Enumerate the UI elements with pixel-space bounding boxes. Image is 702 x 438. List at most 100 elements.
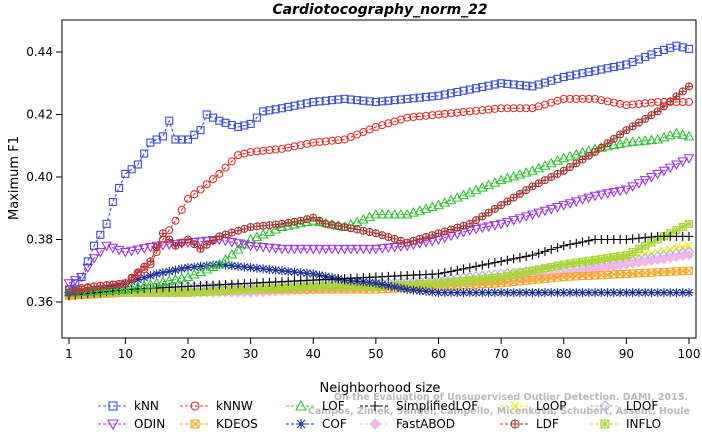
marker-square [315, 97, 324, 106]
marker-star-box-cross [597, 254, 606, 263]
legend-label: ODIN [134, 417, 165, 431]
marker-star-box-cross [591, 255, 599, 264]
marker-star-box-cross [672, 226, 681, 235]
marker-square [396, 95, 405, 104]
marker-circle-plus-cross [228, 229, 236, 237]
marker-circle-plus-cross [685, 82, 693, 90]
marker-square [378, 97, 387, 106]
marker-square [453, 87, 462, 97]
marker-triangle-down [533, 208, 545, 219]
marker-asterisk [534, 288, 544, 298]
marker-asterisk [289, 267, 299, 277]
marker-star-box-cross [265, 284, 274, 293]
marker-star-box-cross [578, 257, 587, 266]
marker-square [484, 81, 493, 90]
marker-circle [647, 98, 656, 107]
marker-square [127, 165, 136, 174]
marker-triangle-up [614, 138, 626, 148]
marker-plus [521, 251, 531, 261]
marker-square [459, 86, 468, 95]
marker-circle [522, 104, 531, 113]
marker-triangle-up [639, 135, 651, 145]
marker-circle [309, 138, 318, 147]
marker-square [277, 104, 286, 113]
marker-triangle-down [188, 237, 200, 248]
marker-circle [265, 146, 274, 155]
marker-square [321, 96, 330, 105]
marker-asterisk [659, 288, 669, 298]
marker-plus [527, 250, 537, 260]
marker-circle-plus-cross [466, 220, 474, 228]
marker-circle-plus-cross [409, 237, 417, 245]
marker-asterisk [484, 288, 494, 298]
marker-triangle-down [276, 244, 288, 255]
marker-asterisk [408, 285, 418, 295]
marker-square [565, 71, 575, 80]
marker-triangle-up [94, 285, 106, 295]
marker-circle-plus-cross [203, 241, 211, 249]
marker-star-box-cross [685, 219, 693, 228]
marker-asterisk [221, 260, 231, 270]
marker-star-box-cross [566, 259, 574, 268]
marker-circle-plus-cross [497, 201, 505, 209]
marker-triangle-down [351, 244, 363, 255]
marker-square-x [515, 277, 524, 286]
legend-label: FastABOD [396, 417, 455, 431]
marker-star-box-cross [609, 253, 618, 261]
marker-triangle-down [151, 241, 163, 252]
marker-star-box-cross [553, 261, 562, 270]
marker-asterisk [315, 270, 325, 280]
marker-square [334, 95, 343, 104]
marker-triangle-up [408, 207, 419, 217]
marker-circle-plus-cross [472, 216, 480, 224]
marker-triangle-down [508, 216, 520, 226]
marker-triangle-down [620, 185, 632, 196]
marker-triangle-up [558, 152, 570, 163]
marker-circle [133, 269, 142, 278]
legend-label: INFLO [626, 417, 661, 431]
marker-star-box-cross [472, 275, 480, 284]
marker-plus [471, 261, 481, 271]
marker-square [584, 67, 593, 77]
marker-triangle-down [570, 197, 582, 207]
legend-label: kNNW [216, 399, 253, 413]
marker-plus [628, 234, 638, 244]
x-tick-label: 10 [118, 347, 133, 361]
marker-triangle-down [545, 204, 557, 215]
marker-triangle-down [389, 242, 401, 253]
marker-star-box-cross [503, 271, 512, 280]
marker-triangle-up [645, 134, 657, 145]
marker-circle-plus-cross [359, 227, 367, 235]
marker-square [158, 132, 167, 141]
marker-circle-plus-cross [316, 217, 324, 225]
marker-square-x [522, 276, 531, 285]
marker-asterisk [196, 261, 206, 271]
marker-triangle-up [163, 275, 175, 285]
marker-circle-plus-cross [447, 226, 455, 233]
marker-plus [634, 233, 644, 243]
marker-square [265, 106, 274, 115]
marker-circle [409, 112, 418, 122]
marker-circle-plus-cross [572, 159, 580, 167]
marker-circle-plus-cross [591, 148, 599, 156]
marker-square-x [534, 275, 543, 284]
marker-square [359, 96, 368, 105]
marker-triangle-down [589, 191, 601, 202]
marker-circle [215, 169, 224, 178]
marker-asterisk [246, 263, 256, 273]
marker-square [140, 149, 149, 158]
legend-label: LDOF [626, 399, 658, 413]
marker-asterisk [396, 283, 406, 293]
marker-asterisk [615, 288, 625, 298]
marker-star-box-cross [159, 288, 167, 297]
marker-square [271, 105, 280, 114]
marker-star-box-cross [296, 283, 305, 291]
marker-plus [502, 255, 512, 265]
marker-triangle-up [414, 205, 426, 215]
marker-triangle-down [501, 217, 513, 228]
marker-circle-plus-cross [434, 229, 442, 237]
marker-star-box-cross [622, 251, 631, 260]
marker-square [296, 100, 305, 109]
marker-square-x [190, 419, 200, 429]
marker-square-x [653, 268, 662, 277]
